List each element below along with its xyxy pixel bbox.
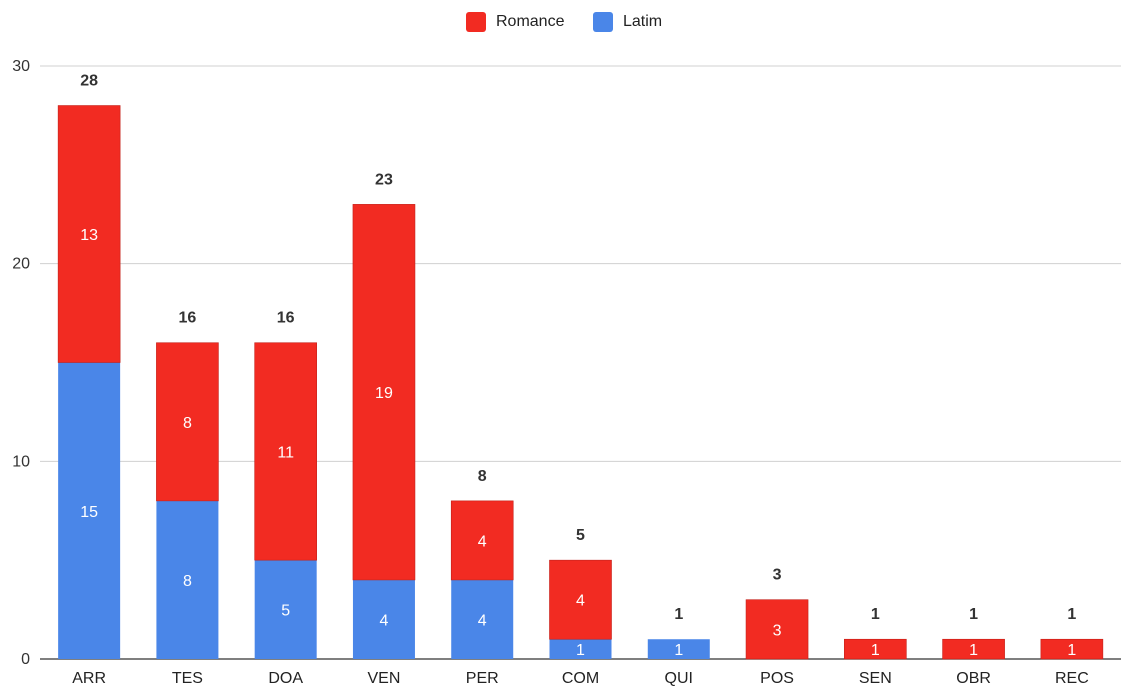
bar-segment-romance-obr [942, 638, 1005, 660]
x-tick-label-pos: POS [760, 670, 794, 686]
bar-segment-romance-com [549, 559, 612, 640]
total-label-rec: 1 [1067, 606, 1076, 623]
x-tick-label-tes: TES [172, 670, 203, 686]
data-label-latim-tes: 8 [183, 573, 192, 590]
data-label-romance-per: 4 [478, 533, 487, 550]
data-label-romance-com: 4 [576, 593, 585, 610]
total-label-per: 8 [478, 468, 487, 485]
bar-segment-latim-ven [352, 579, 415, 659]
bar-segment-romance-sen [844, 638, 907, 660]
x-tick-label-sen: SEN [859, 670, 892, 686]
total-label-obr: 1 [969, 606, 978, 623]
data-label-latim-com: 1 [576, 642, 585, 659]
bar-segment-latim-com [549, 639, 612, 659]
x-tick-label-obr: OBR [956, 670, 991, 686]
data-label-latim-arr: 15 [80, 504, 98, 521]
bar-segment-romance-tes [156, 342, 219, 502]
bar-segment-latim-doa [254, 560, 317, 659]
bar-segment-romance-per [450, 500, 514, 581]
data-label-latim-doa: 5 [281, 603, 290, 620]
total-label-qui: 1 [674, 606, 683, 623]
data-label-romance-rec: 1 [1067, 642, 1076, 659]
legend-label-latim: Latim [623, 13, 663, 30]
bar-segment-latim-tes [156, 500, 219, 659]
bar-segment-latim-arr [58, 362, 121, 659]
x-tick-label-ven: VEN [368, 670, 401, 686]
legend-item-romance: Romance [466, 12, 564, 32]
total-label-sen: 1 [871, 606, 880, 623]
bar-segment-romance-doa [254, 342, 317, 561]
y-tick-label: 30 [12, 58, 30, 75]
data-label-latim-ven: 4 [380, 612, 389, 629]
bar-segment-latim-per [451, 579, 514, 659]
x-tick-label-com: COM [562, 670, 599, 686]
data-label-romance-sen: 1 [871, 642, 880, 659]
data-label-romance-ven: 19 [375, 385, 393, 402]
bar-segment-romance-pos [745, 599, 809, 660]
data-label-romance-pos: 3 [773, 622, 782, 639]
x-tick-label-qui: QUI [665, 670, 693, 686]
bar-segment-romance-ven [352, 204, 416, 581]
data-label-romance-doa: 11 [277, 444, 294, 461]
total-label-com: 5 [576, 527, 585, 544]
bar-segment-latim-qui [647, 639, 710, 659]
y-tick-label: 10 [12, 453, 30, 470]
legend-swatch-romance [466, 12, 486, 32]
total-label-tes: 16 [179, 310, 197, 327]
bar-segment-romance-arr [57, 105, 121, 363]
y-tick-label: 20 [12, 256, 30, 273]
legend-swatch-latim [593, 12, 613, 32]
data-label-romance-tes: 8 [183, 415, 192, 432]
total-label-ven: 23 [375, 171, 393, 188]
legend-item-latim: Latim [593, 12, 662, 32]
data-label-latim-per: 4 [478, 612, 487, 629]
total-label-doa: 16 [277, 310, 295, 327]
data-label-romance-obr: 1 [969, 642, 978, 659]
total-label-pos: 3 [773, 567, 782, 584]
x-tick-label-arr: ARR [72, 670, 106, 686]
data-label-latim-qui: 1 [674, 642, 683, 659]
legend-label-romance: Romance [496, 13, 565, 30]
total-label-arr: 28 [80, 73, 98, 90]
bar-segment-romance-rec [1040, 638, 1104, 660]
x-tick-label-rec: REC [1055, 670, 1089, 686]
x-tick-label-per: PER [466, 670, 499, 686]
x-tick-label-doa: DOA [268, 670, 303, 686]
y-tick-label: 0 [21, 651, 30, 668]
data-label-romance-arr: 13 [80, 227, 98, 244]
